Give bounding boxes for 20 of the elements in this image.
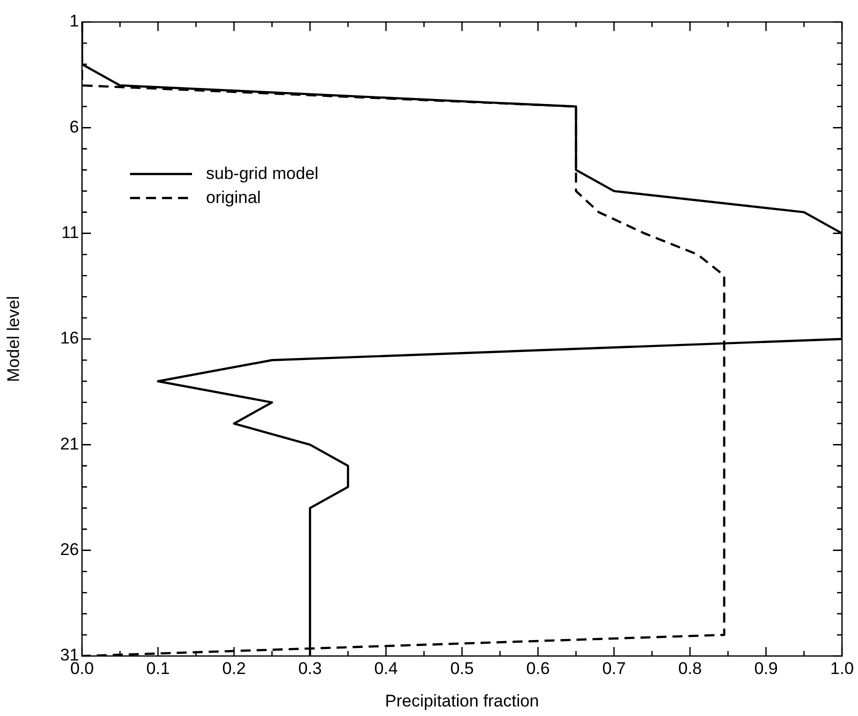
legend-label: sub-grid model: [206, 163, 318, 185]
x-tick-label: 0.6: [526, 658, 550, 678]
y-tick-label: 26: [60, 540, 79, 560]
y-axis-title: Model level: [4, 296, 23, 382]
y-tick-label: 16: [60, 328, 79, 348]
y-tick-label: 11: [61, 223, 79, 242]
x-tick-label: 0.2: [222, 658, 246, 678]
x-axis-title: Precipitation fraction: [384, 691, 540, 710]
y-tick-label: 1: [70, 12, 79, 31]
y-tick-label: 6: [70, 117, 79, 136]
x-tick-label: 0.7: [602, 658, 626, 678]
x-tick-label: 0.5: [450, 658, 474, 678]
x-tick-label: 0.8: [678, 658, 702, 678]
legend-label: original: [206, 187, 261, 209]
y-tick-label: 21: [60, 434, 79, 454]
x-tick-label: 0.4: [374, 658, 398, 678]
x-tick-label: 1.0: [830, 658, 854, 678]
x-tick-label: 0.9: [754, 658, 778, 678]
x-tick-label: 0.3: [298, 658, 322, 678]
x-tick-label: 0.1: [146, 658, 170, 678]
